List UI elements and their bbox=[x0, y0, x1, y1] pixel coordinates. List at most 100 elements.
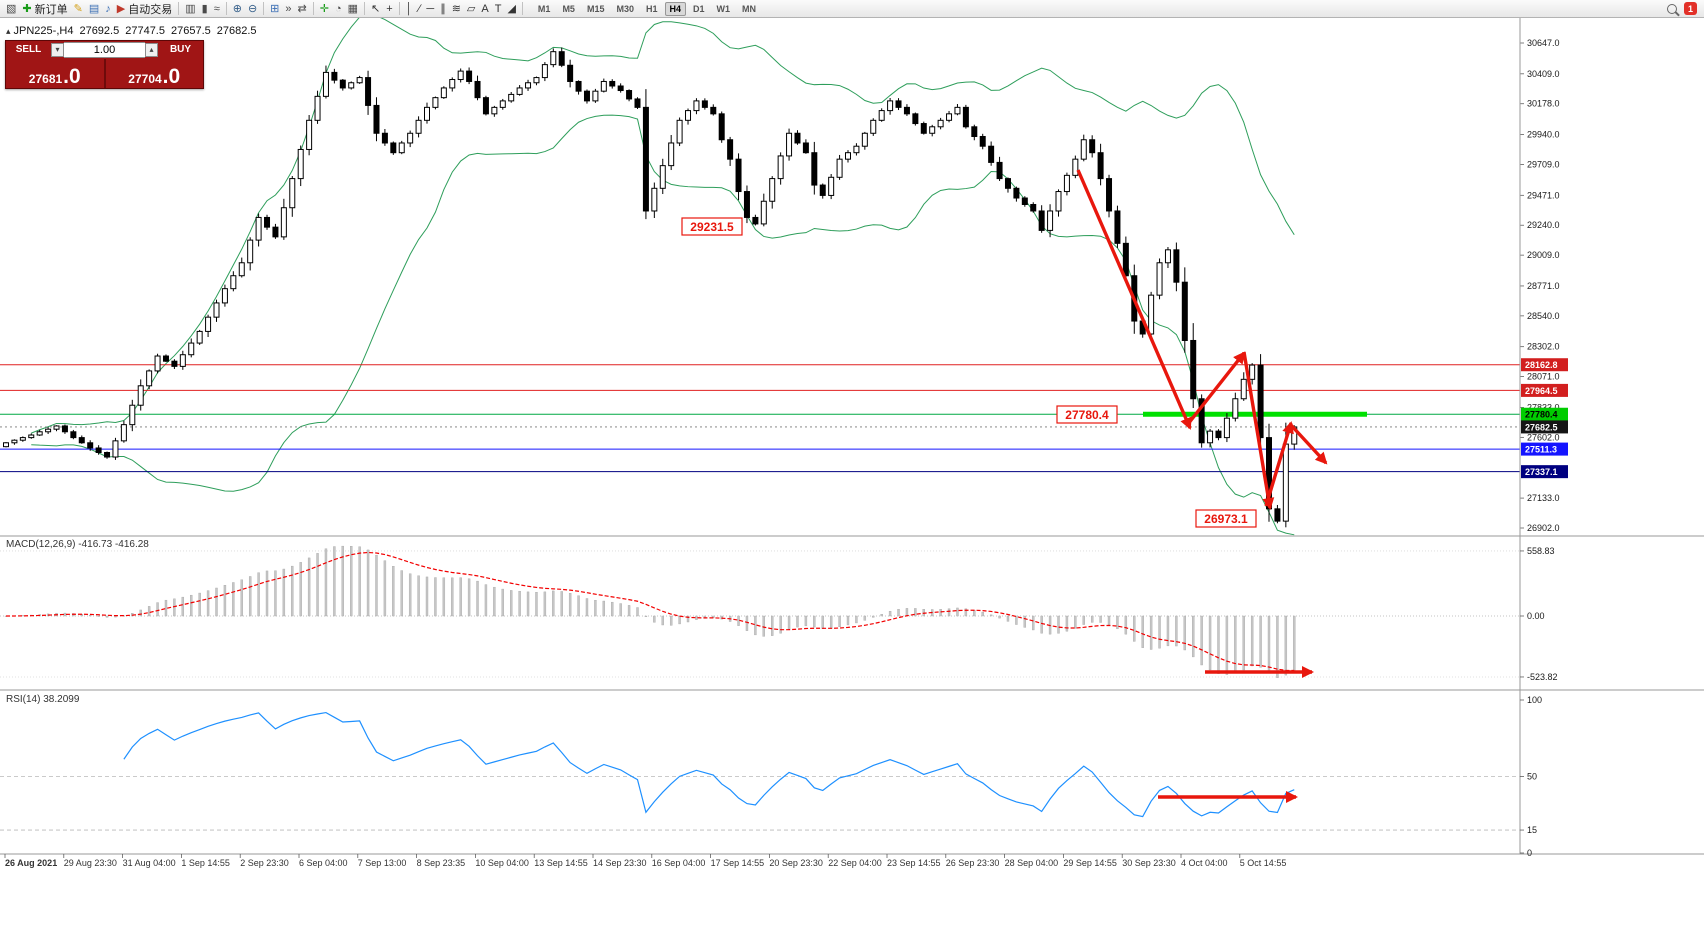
ohlc-low: 27657.5 bbox=[170, 25, 211, 37]
svg-text:26 Aug 2021: 26 Aug 2021 bbox=[5, 858, 57, 868]
timeframe-m5-button[interactable]: M5 bbox=[562, 3, 575, 14]
trendline-icon: ∕ bbox=[418, 2, 421, 15]
svg-text:27602.0: 27602.0 bbox=[1527, 432, 1560, 442]
svg-text:28302.0: 28302.0 bbox=[1527, 342, 1560, 352]
cursor-icon[interactable]: ↖ bbox=[368, 1, 383, 17]
auto-scroll-icon[interactable]: » bbox=[282, 1, 294, 17]
timeframe-m1-button[interactable]: M1 bbox=[537, 3, 551, 14]
channel-icon[interactable]: ∥ bbox=[437, 1, 449, 17]
text-icon[interactable]: A bbox=[478, 1, 491, 17]
sell-price-fraction: .0 bbox=[63, 65, 81, 88]
label-icon[interactable]: T bbox=[492, 1, 505, 17]
notification-badge[interactable]: 1 bbox=[1684, 2, 1697, 15]
autotrading-button[interactable]: ▶ 自动交易 bbox=[114, 1, 175, 17]
svg-text:31 Aug 04:00: 31 Aug 04:00 bbox=[123, 858, 176, 868]
shapes-icon[interactable]: ▱ bbox=[464, 1, 478, 17]
new-order-button[interactable]: ✚ 新订单 bbox=[19, 1, 70, 17]
crosshair-icon[interactable]: + bbox=[383, 1, 395, 17]
chart-shift-icon[interactable]: ⇄ bbox=[295, 1, 310, 17]
periods-icon: ◔ bbox=[334, 2, 342, 15]
line-chart-mode-icon: ≈ bbox=[213, 2, 220, 15]
line-chart-mode-icon[interactable]: ≈ bbox=[211, 1, 223, 17]
new-chart-icon[interactable]: ▧ bbox=[3, 1, 19, 17]
trade-panel-header: SELL ▾ 1.00 ▴ BUY bbox=[6, 41, 203, 59]
svg-text:27511.3: 27511.3 bbox=[1525, 445, 1557, 455]
price-chart-canvas[interactable]: 30647.0 30409.0 30178.0 29940.0 29709.0 29471… bbox=[0, 13, 1704, 942]
buy-tab[interactable]: BUY bbox=[169, 44, 192, 55]
trade-panel-prices: 27681 .0 27704 .0 bbox=[6, 59, 203, 88]
svg-text:8 Sep 23:35: 8 Sep 23:35 bbox=[417, 858, 466, 868]
sound-icon: ♪ bbox=[105, 2, 111, 15]
svg-text:28 Sep 04:00: 28 Sep 04:00 bbox=[1005, 858, 1059, 868]
metaeditor-icon[interactable]: ✎ bbox=[71, 1, 86, 17]
svg-text:14 Sep 23:30: 14 Sep 23:30 bbox=[593, 858, 647, 868]
price-annotations[interactable]: 29231.5 27780.4 26973.1 bbox=[681, 217, 1257, 528]
toolbar-separator bbox=[225, 2, 227, 15]
svg-text:30647.0: 30647.0 bbox=[1527, 38, 1560, 48]
indicators-icon[interactable]: ✛ bbox=[317, 1, 332, 17]
svg-text:29231.5: 29231.5 bbox=[690, 220, 734, 234]
chart-background bbox=[0, 18, 1704, 942]
svg-text:1 Sep 14:55: 1 Sep 14:55 bbox=[181, 858, 230, 868]
candlestick-mode-icon: ▮ bbox=[201, 2, 208, 15]
horizontal-line-icon[interactable]: ─ bbox=[423, 1, 437, 17]
label-icon: T bbox=[494, 2, 502, 15]
market-watch-icon[interactable]: ▤ bbox=[86, 1, 102, 17]
chart-shift-icon: ⇄ bbox=[297, 2, 307, 15]
channel-icon: ∥ bbox=[440, 2, 446, 15]
zoom-in-icon[interactable]: ⊕ bbox=[230, 1, 245, 17]
trendline-icon[interactable]: ∕ bbox=[416, 1, 424, 17]
new-order-button-label: 新订单 bbox=[34, 3, 68, 16]
svg-text:29009.0: 29009.0 bbox=[1527, 250, 1560, 260]
search-icon[interactable] bbox=[1667, 3, 1677, 14]
arrows-icon[interactable]: ◢ bbox=[504, 1, 518, 17]
zoom-in-icon: ⊕ bbox=[232, 2, 242, 15]
vertical-line-icon[interactable]: │ bbox=[403, 1, 416, 17]
volume-decrease-button[interactable]: ▾ bbox=[51, 43, 64, 57]
svg-text:29240.0: 29240.0 bbox=[1527, 220, 1560, 230]
candlestick-mode-icon[interactable]: ▮ bbox=[199, 1, 211, 17]
tile-windows-icon[interactable]: ⊞ bbox=[267, 1, 282, 17]
timeframe-m15-button[interactable]: M15 bbox=[586, 3, 605, 14]
volume-increase-button[interactable]: ▴ bbox=[145, 43, 158, 57]
trend-arrow bbox=[1186, 351, 1246, 426]
shapes-icon: ▱ bbox=[466, 2, 476, 15]
bar-chart-mode-icon[interactable]: ▥ bbox=[182, 1, 198, 17]
svg-text:28071.0: 28071.0 bbox=[1527, 372, 1560, 382]
buy-button[interactable]: 27704 .0 bbox=[106, 59, 204, 88]
fibonacci-icon[interactable]: ≋ bbox=[449, 1, 464, 17]
toolbar-separator bbox=[521, 2, 523, 15]
timeframe-d1-button[interactable]: D1 bbox=[693, 3, 705, 14]
svg-text:558.83: 558.83 bbox=[1527, 546, 1555, 556]
rsi-panel: 100 50 15 0 bbox=[0, 695, 1542, 858]
sell-tab[interactable]: SELL bbox=[15, 44, 42, 55]
svg-text:-523.82: -523.82 bbox=[1527, 672, 1558, 682]
tile-windows-icon: ⊞ bbox=[270, 2, 280, 15]
timeframe-mn-button[interactable]: MN bbox=[742, 3, 757, 14]
toolbar-separator bbox=[398, 2, 400, 15]
sound-icon[interactable]: ♪ bbox=[102, 1, 114, 17]
timeframe-m30-button[interactable]: M30 bbox=[616, 3, 634, 14]
svg-text:28162.8: 28162.8 bbox=[1525, 360, 1558, 370]
svg-text:27337.1: 27337.1 bbox=[1525, 467, 1558, 477]
svg-text:27964.5: 27964.5 bbox=[1525, 386, 1558, 396]
svg-text:30178.0: 30178.0 bbox=[1527, 99, 1560, 109]
timeframe-w1-button[interactable]: W1 bbox=[716, 3, 731, 14]
rsi-indicator-label: RSI(14) 38.2099 bbox=[6, 694, 80, 705]
symbol-period: JPN225-,H4 bbox=[13, 25, 74, 37]
svg-text:27780.4: 27780.4 bbox=[1525, 410, 1558, 420]
auto-scroll-icon: » bbox=[285, 2, 292, 15]
sell-button[interactable]: 27681 .0 bbox=[6, 59, 104, 88]
svg-text:29940.0: 29940.0 bbox=[1527, 130, 1560, 140]
svg-text:26973.1: 26973.1 bbox=[1204, 512, 1248, 526]
zoom-out-icon[interactable]: ⊖ bbox=[245, 1, 260, 17]
trend-arrows[interactable] bbox=[1076, 169, 1328, 803]
periods-icon[interactable]: ◔ bbox=[332, 1, 345, 17]
price-axis: 30647.0 30409.0 30178.0 29940.0 29709.0 29471… bbox=[1520, 38, 1560, 533]
timeframe-h1-button[interactable]: H1 bbox=[645, 3, 658, 14]
timeframe-h4-button[interactable]: H4 bbox=[664, 1, 687, 16]
svg-text:5 Oct 14:55: 5 Oct 14:55 bbox=[1240, 858, 1287, 868]
rsi-line bbox=[123, 711, 1295, 818]
volume-input[interactable]: 1.00 bbox=[64, 42, 145, 58]
templates-icon[interactable]: ▦ bbox=[345, 1, 361, 17]
